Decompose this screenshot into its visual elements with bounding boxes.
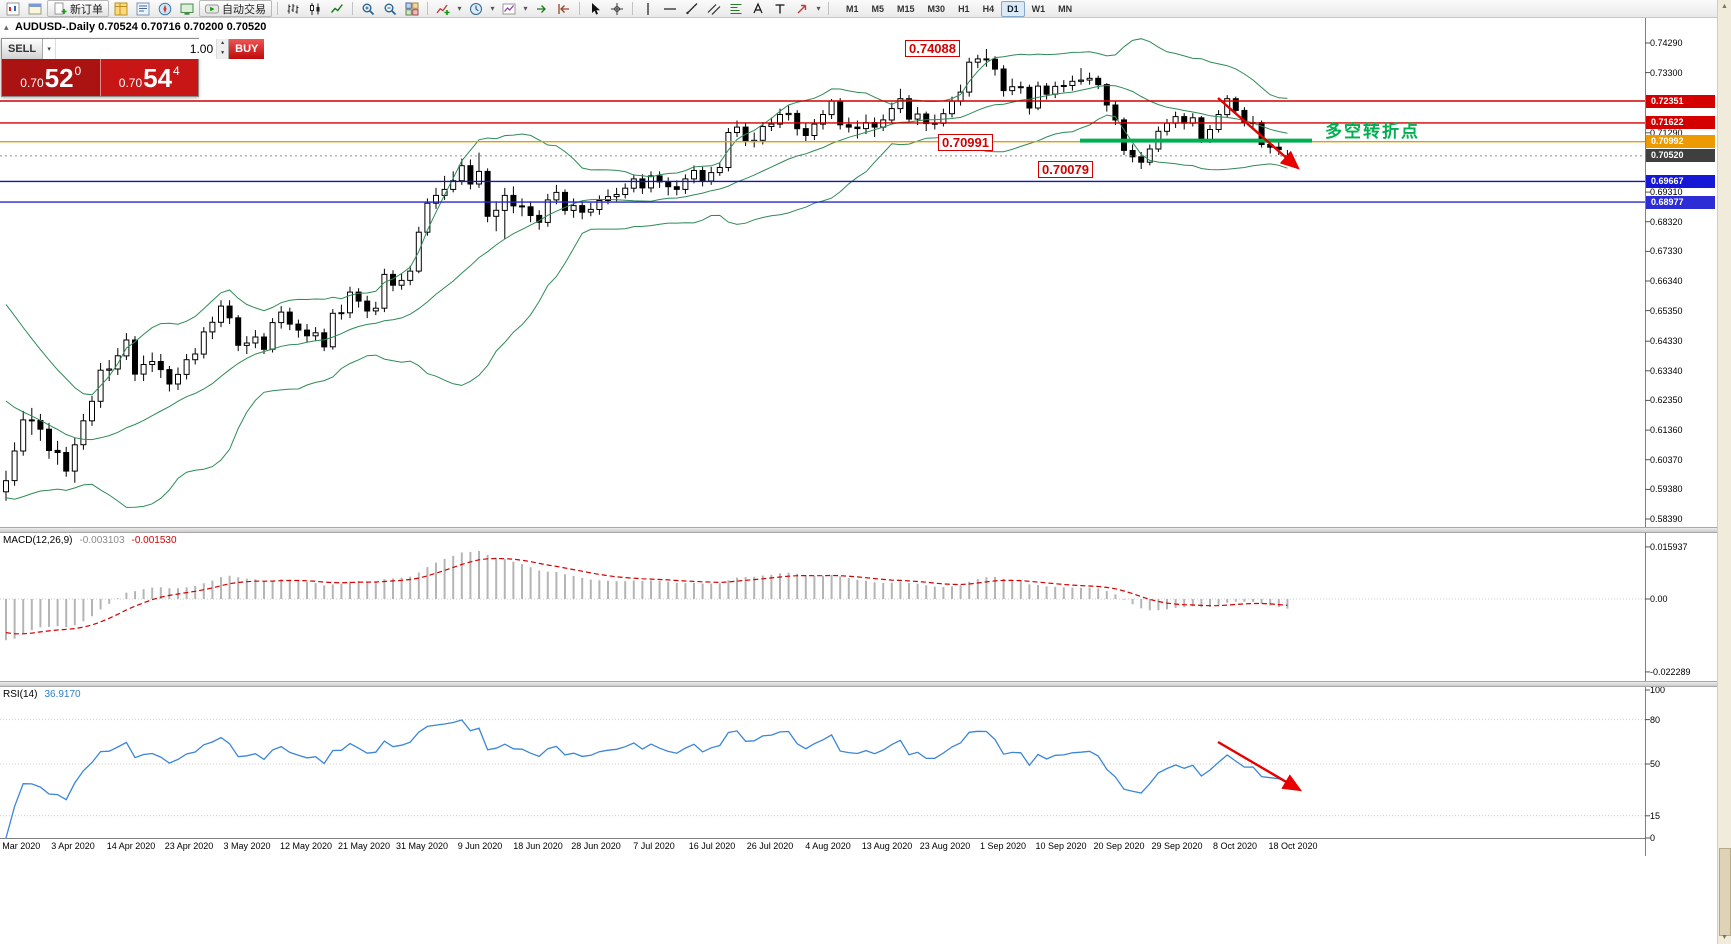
horizontal-level-lines[interactable]: [0, 100, 1645, 203]
fibonacci-icon[interactable]: [726, 1, 746, 17]
trend-arrow-main[interactable]: [1217, 97, 1300, 170]
rsi-indicator-label: RSI(14) 36.9170: [3, 689, 81, 700]
buy-price-small: 0.70: [118, 75, 143, 90]
macd-signal-line: [5, 557, 1288, 635]
scrollbar-down-icon[interactable]: ▼: [1721, 934, 1728, 941]
macd-panel-divider[interactable]: [0, 527, 1717, 533]
data-window-icon[interactable]: [133, 1, 153, 17]
candlestick-chart-icon[interactable]: [305, 1, 325, 17]
timeframe-m15[interactable]: M15: [897, 3, 915, 14]
equidistant-channel-icon[interactable]: [704, 1, 724, 17]
timeframe-h1[interactable]: H1: [958, 3, 970, 14]
rsi-name: RSI(14): [3, 689, 38, 700]
trend-arrow-rsi[interactable]: [1217, 740, 1303, 792]
macd-indicator-label: MACD(12,26,9) -0.003103 -0.001530: [3, 535, 177, 546]
arrows-dropdown[interactable]: ▾: [816, 4, 821, 13]
toolbar: 新订单 自动交易 ▾ ▾ ▾ ▾ M1 M5 M15 M30 H1 H4 D1 W1 MN: [0, 0, 1731, 18]
bollinger-bands: [5, 38, 1288, 508]
macd-name: MACD(12,26,9): [3, 535, 73, 546]
cursor-icon[interactable]: [585, 1, 605, 17]
timeframe-m1[interactable]: M1: [846, 3, 859, 14]
timeframe-switcher: M1 M5 M15 M30 H1 H4 D1 W1 MN: [840, 0, 1078, 17]
text-label-icon[interactable]: [770, 1, 790, 17]
scrollbar-up-icon[interactable]: ▲: [1721, 3, 1728, 10]
zoom-out-icon[interactable]: [380, 1, 400, 17]
auto-scroll-icon[interactable]: [532, 1, 552, 17]
periods-icon[interactable]: [466, 1, 486, 17]
macd-signal-value: -0.001530: [131, 535, 177, 546]
crosshair-icon[interactable]: [607, 1, 627, 17]
zoom-in-icon[interactable]: [358, 1, 378, 17]
arrows-icon[interactable]: [792, 1, 812, 17]
timeframe-w1[interactable]: W1: [1031, 3, 1046, 14]
timeframe-mn[interactable]: MN: [1058, 3, 1073, 14]
timeframe-h4[interactable]: H4: [982, 3, 995, 14]
one-click-trading-panel: SELL ▾ ▲ ▼ BUY 0.70 52 0 0.70 54 4: [1, 38, 265, 97]
macd-histogram: [5, 551, 1289, 641]
sell-price-sup: 0: [74, 63, 82, 78]
timeframe-m30[interactable]: M30: [927, 3, 946, 14]
volume-dropdown-icon[interactable]: ▾: [43, 39, 57, 59]
chart-profiles-icon[interactable]: [25, 1, 45, 17]
toolbar-separator: [277, 2, 278, 15]
toolbar-separator: [579, 2, 580, 15]
timeframe-m5[interactable]: M5: [871, 3, 885, 14]
buy-price-big: 54: [143, 62, 173, 93]
templates-icon[interactable]: [499, 1, 519, 17]
bar-chart-icon[interactable]: [283, 1, 303, 17]
chart-ohlc-header: AUDUSD-.Daily 0.70524 0.70716 0.70200 0.…: [15, 21, 267, 33]
buy-button[interactable]: BUY: [228, 39, 265, 59]
sell-price-big: 52: [44, 62, 74, 93]
one-click-trading-toggle[interactable]: ▴: [4, 22, 9, 32]
scrollbar-thumb[interactable]: [1719, 848, 1731, 936]
volume-increase-button[interactable]: ▲: [217, 39, 229, 49]
rsi-panel-divider[interactable]: [0, 681, 1717, 687]
horizontal-line-icon[interactable]: [660, 1, 680, 17]
templates-dropdown[interactable]: ▾: [523, 4, 528, 13]
line-chart-icon[interactable]: [327, 1, 347, 17]
indicators-icon[interactable]: [433, 1, 453, 17]
toolbar-separator: [632, 2, 633, 15]
trendline-icon[interactable]: [682, 1, 702, 17]
toolbar-separator: [352, 2, 353, 15]
sell-button[interactable]: SELL: [2, 39, 44, 59]
macd-main-value: -0.003103: [79, 535, 125, 546]
new-order-button[interactable]: 新订单: [47, 0, 109, 17]
text-icon[interactable]: [748, 1, 768, 17]
market-watch-icon[interactable]: [111, 1, 131, 17]
sell-quote-button[interactable]: 0.70 52 0: [2, 59, 101, 96]
chart-shift-icon[interactable]: [554, 1, 574, 17]
candles-layer: [3, 49, 1291, 501]
indicators-dropdown[interactable]: ▾: [457, 4, 462, 13]
navigator-icon[interactable]: [155, 1, 175, 17]
sell-price-small: 0.70: [20, 75, 44, 90]
buy-quote-button[interactable]: 0.70 54 4: [100, 59, 198, 96]
rsi-line: [5, 719, 1288, 839]
timeframe-d1[interactable]: D1: [1001, 0, 1025, 17]
toolbar-separator: [828, 2, 829, 15]
rsi-value: 36.9170: [44, 689, 81, 700]
volume-decrease-button[interactable]: ▼: [217, 49, 229, 59]
vertical-line-icon[interactable]: [638, 1, 658, 17]
terminal-icon[interactable]: [177, 1, 197, 17]
new-chart-icon[interactable]: [3, 1, 23, 17]
tile-windows-icon[interactable]: [402, 1, 422, 17]
volume-control: ▾ ▲ ▼: [43, 39, 229, 59]
volume-input[interactable]: [56, 39, 217, 59]
toolbar-separator: [427, 2, 428, 15]
vertical-scrollbar[interactable]: ▲ ▼: [1717, 0, 1731, 944]
buy-price-sup: 4: [173, 63, 180, 78]
autotrading-button[interactable]: 自动交易: [199, 0, 272, 17]
periods-dropdown[interactable]: ▾: [490, 4, 495, 13]
